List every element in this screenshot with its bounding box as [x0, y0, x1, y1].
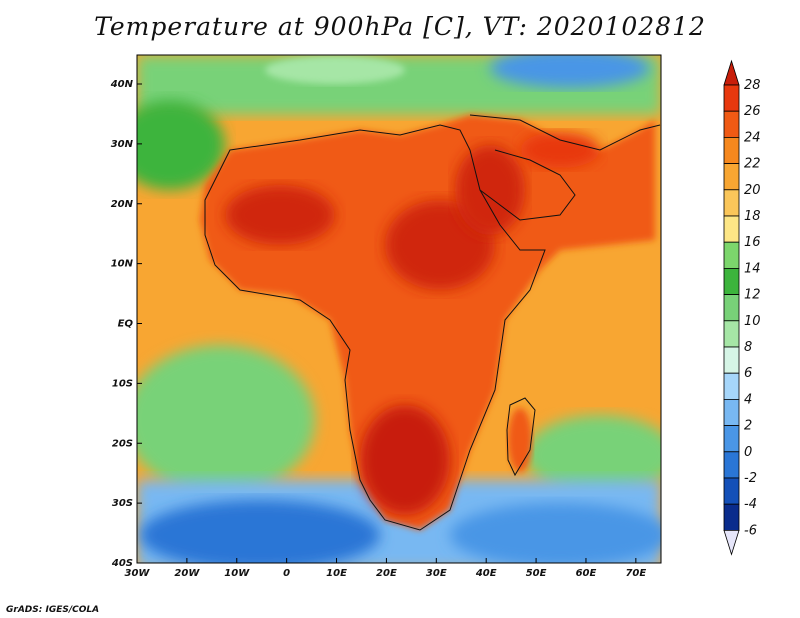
- colorbar-swatch: [724, 426, 739, 452]
- lat-tick-label: EQ: [118, 319, 134, 330]
- colorbar-swatch: [724, 347, 739, 373]
- credit-text: GrADS: IGES/COLA: [6, 605, 99, 615]
- lon-tick-label: 40E: [475, 568, 497, 579]
- lon-tick-label: 30W: [125, 568, 151, 579]
- colorbar-swatch: [724, 242, 739, 268]
- colorbar-level-label: 16: [744, 235, 761, 250]
- lon-tick-label: 10E: [326, 568, 347, 579]
- lat-tick-label: 40N: [110, 79, 134, 90]
- colorbar-swatch: [724, 137, 739, 163]
- colorbar-top-arrow: [724, 61, 739, 85]
- colorbar-level-label: -2: [744, 471, 757, 486]
- colorbar-level-label: 28: [744, 78, 761, 93]
- lon-tick-label: 30E: [426, 568, 447, 579]
- colorbar-level-label: 0: [744, 445, 752, 460]
- colorbar-swatch: [724, 373, 739, 399]
- colorbar-level-label: 22: [744, 157, 761, 172]
- colorbar-level-label: 14: [744, 261, 761, 276]
- lon-tick-label: 0: [283, 568, 290, 579]
- colorbar-swatch: [724, 111, 739, 137]
- colorbar-swatch: [724, 452, 739, 478]
- lon-tick-label: 60E: [576, 568, 597, 579]
- colorbar-swatch: [724, 399, 739, 425]
- lat-tick-label: 20S: [112, 438, 133, 449]
- colorbar-level-label: 20: [744, 183, 761, 198]
- lon-tick-label: 20E: [376, 568, 397, 579]
- lat-tick-label: 10S: [112, 378, 133, 389]
- colorbar-swatch: [724, 268, 739, 294]
- colorbar-swatch: [724, 164, 739, 190]
- colorbar-swatch: [724, 295, 739, 321]
- lat-tick-label: 30S: [112, 498, 133, 509]
- colorbar-level-label: 6: [744, 366, 752, 381]
- lon-tick-label: 70E: [625, 568, 646, 579]
- lat-tick-label: 10N: [111, 259, 134, 270]
- colorbar-level-label: 12: [744, 288, 761, 303]
- colorbar-level-label: 26: [744, 104, 761, 119]
- colorbar-level-label: 10: [744, 314, 761, 329]
- colorbar-level-label: -6: [744, 523, 757, 538]
- lon-tick-label: 10W: [224, 568, 250, 579]
- colorbar-level-label: 2: [744, 419, 752, 434]
- colorbar-level-label: 4: [744, 392, 752, 407]
- colorbar-bottom-arrow: [724, 530, 739, 554]
- lat-tick-label: 30N: [111, 139, 134, 150]
- lat-tick-label: 40S: [111, 558, 133, 569]
- colorbar-swatch: [724, 190, 739, 216]
- lon-tick-label: 50E: [526, 568, 547, 579]
- colorbar-level-label: 24: [744, 130, 761, 145]
- colorbar-swatch: [724, 321, 739, 347]
- colorbar-level-label: 8: [744, 340, 752, 355]
- colorbar-level-label: 18: [744, 209, 761, 224]
- colorbar-level-label: -4: [744, 497, 757, 512]
- lat-tick-label: 20N: [111, 199, 134, 210]
- colorbar-swatch: [724, 478, 739, 504]
- colorbar-swatch: [724, 216, 739, 242]
- colorbar-swatch: [724, 85, 739, 111]
- colorbar-swatch: [724, 504, 739, 530]
- temperature-field: [115, 48, 675, 570]
- lon-tick-label: 20W: [174, 568, 200, 579]
